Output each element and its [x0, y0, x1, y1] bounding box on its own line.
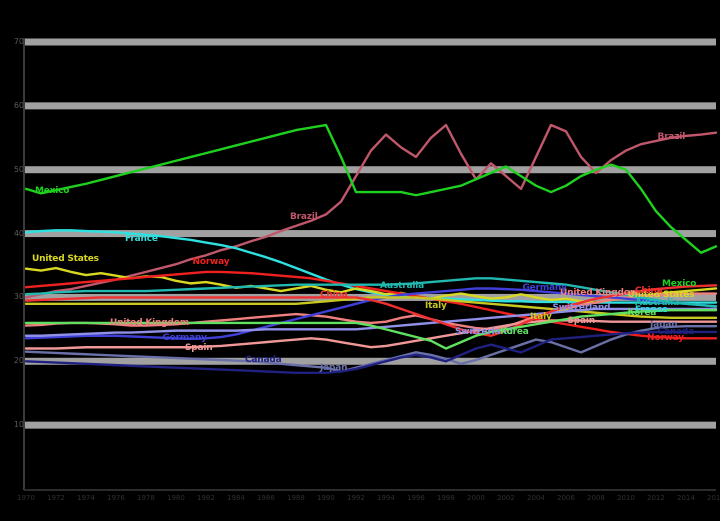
- series-label[interactable]: Germany: [522, 283, 567, 294]
- series-label[interactable]: Brazil: [290, 211, 318, 222]
- series-line[interactable]: [24, 330, 718, 374]
- gridline: [24, 421, 716, 429]
- x-axis-tick-label: 1990: [317, 494, 335, 502]
- series-label[interactable]: United Kingdom: [560, 288, 639, 299]
- x-axis-tick-label: 2008: [587, 494, 605, 502]
- x-axis-tick-label: 1992: [347, 494, 365, 502]
- series-label[interactable]: China: [635, 286, 663, 297]
- series-line[interactable]: [24, 324, 718, 373]
- series-label[interactable]: Japan: [320, 362, 348, 373]
- gridline: [24, 102, 716, 110]
- series-label[interactable]: Brazil: [657, 131, 686, 142]
- series-line[interactable]: [24, 292, 718, 331]
- series-label[interactable]: Korea: [500, 326, 529, 337]
- x-axis-tick-label: 2000: [467, 494, 485, 502]
- series-label[interactable]: Spain: [185, 342, 213, 353]
- x-axis-tick-label: 1984: [227, 494, 245, 502]
- series-label[interactable]: Canada: [657, 327, 695, 338]
- series-label[interactable]: United States: [32, 254, 99, 265]
- series-line[interactable]: [24, 319, 718, 350]
- series-line[interactable]: [24, 270, 718, 340]
- x-axis-tick-label: 1974: [77, 494, 95, 502]
- gridline: [24, 38, 716, 46]
- y-axis-tick-label: 30: [13, 292, 24, 302]
- series-label[interactable]: Italy: [425, 301, 447, 311]
- x-axis-tick-label: 2002: [497, 494, 515, 502]
- x-axis-tick-label: 1976: [107, 494, 125, 502]
- series-label[interactable]: Switzerland: [552, 302, 611, 313]
- series-line[interactable]: [24, 284, 718, 337]
- y-axis-tick-label: 20: [13, 356, 24, 366]
- y-axis-line: [23, 38, 25, 490]
- series-label[interactable]: France: [635, 305, 668, 316]
- gridline: [24, 166, 716, 174]
- x-axis-tick-label: 2010: [617, 494, 635, 502]
- gridline: [24, 230, 716, 238]
- x-axis-tick-label: 1980: [167, 494, 185, 502]
- x-axis-tick-label: 2004: [527, 494, 545, 502]
- series-line[interactable]: [24, 296, 718, 320]
- series-label[interactable]: Germany: [162, 332, 207, 343]
- series-label[interactable]: Norway: [192, 256, 230, 267]
- series-layer: [24, 123, 718, 374]
- x-axis-tick-label: 1998: [437, 494, 455, 502]
- x-axis-tick-label: 2016: [707, 494, 720, 502]
- series-line[interactable]: [24, 309, 718, 350]
- x-axis-line: [24, 489, 716, 491]
- x-axis-tick-label: 1978: [137, 494, 155, 502]
- x-axis-tick-label: 2012: [647, 494, 665, 502]
- x-axis-tick-label: 1982: [197, 494, 215, 502]
- x-axis-tick-label: 1988: [287, 494, 305, 502]
- series-label[interactable]: Italy: [530, 311, 552, 322]
- series-label[interactable]: Switzerland: [455, 326, 513, 337]
- y-axis-tick-label: 70: [13, 37, 24, 46]
- x-axis-tick-label: 1994: [377, 494, 395, 502]
- x-axis-tick-label: 1986: [257, 494, 275, 502]
- x-axis-tick-label: 1972: [47, 494, 65, 502]
- series-label[interactable]: Spain: [567, 315, 596, 326]
- series-label[interactable]: Mexico: [35, 186, 70, 197]
- series-label[interactable]: Mexico: [662, 278, 697, 289]
- series-label[interactable]: Australia: [635, 297, 679, 308]
- series-line[interactable]: [24, 307, 718, 337]
- y-axis-tick-label: 50: [13, 164, 24, 174]
- series-line[interactable]: [24, 123, 718, 299]
- x-axis-tick-label: 2006: [557, 494, 575, 502]
- gridline: [24, 357, 716, 365]
- series-label[interactable]: United Kingdom: [110, 318, 189, 329]
- series-label[interactable]: Australia: [380, 281, 424, 292]
- y-axis-tick-label: 40: [13, 228, 24, 238]
- series-label[interactable]: Norway: [647, 332, 684, 343]
- x-axis-tick-label: 2014: [677, 494, 695, 502]
- y-axis-tick-label: 60: [13, 100, 24, 110]
- series-label[interactable]: Japan: [650, 320, 678, 331]
- series-label[interactable]: Korea: [627, 308, 657, 319]
- x-axis-tick-label: 1996: [407, 494, 425, 502]
- series-label[interactable]: China: [320, 290, 348, 301]
- y-axis-tick-label: 10: [13, 420, 24, 430]
- series-line[interactable]: [24, 123, 718, 254]
- x-axis-tick-label: 1970: [17, 494, 35, 502]
- series-label[interactable]: Canada: [245, 355, 282, 366]
- series-line[interactable]: [24, 277, 718, 308]
- series-label[interactable]: France: [125, 233, 158, 244]
- series-label[interactable]: United States: [627, 289, 695, 300]
